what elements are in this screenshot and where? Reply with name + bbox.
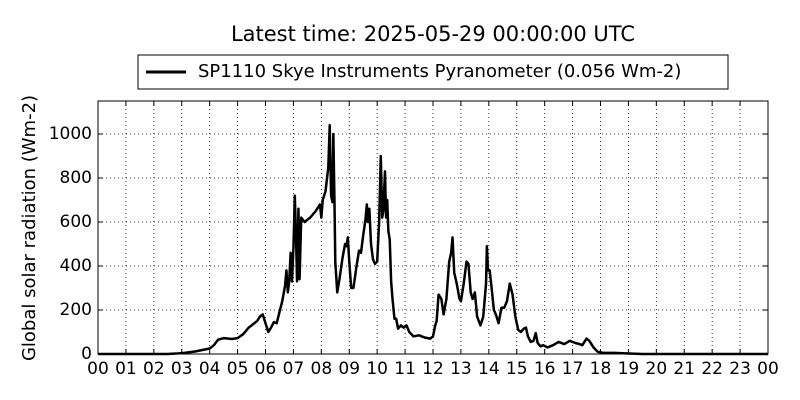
chart-title: Latest time: 2025-05-29 00:00:00 UTC <box>231 22 635 46</box>
x-tick-label: 22 <box>701 359 723 379</box>
x-tick-label: 23 <box>729 359 751 379</box>
x-tick-label: 16 <box>534 359 556 379</box>
x-tick-label: 05 <box>227 359 249 379</box>
x-tick-label: 00 <box>87 359 109 379</box>
x-tick-label: 17 <box>562 359 584 379</box>
x-tick-label: 11 <box>394 359 416 379</box>
x-tick-label: 18 <box>590 359 612 379</box>
x-tick-label: 12 <box>422 359 444 379</box>
y-tick-label: 0 <box>81 344 92 364</box>
y-axis-label: Global solar radiation (Wm-2) <box>19 95 40 361</box>
plot-frame <box>97 100 769 355</box>
x-tick-label: 06 <box>255 359 277 379</box>
x-tick-label: 20 <box>646 359 668 379</box>
y-tick-label: 1000 <box>49 124 92 144</box>
x-tick-label: 19 <box>618 359 640 379</box>
x-tick-label: 01 <box>115 359 137 379</box>
legend-box <box>137 54 729 90</box>
x-tick-label: 00 <box>757 359 779 379</box>
x-tick-label: 04 <box>199 359 221 379</box>
y-tick-label: 200 <box>60 300 92 320</box>
x-tick-label: 07 <box>283 359 305 379</box>
x-tick-label: 21 <box>673 359 695 379</box>
y-tick-label: 400 <box>60 256 92 276</box>
x-tick-label: 14 <box>478 359 500 379</box>
legend-label: SP1110 Skye Instruments Pyranometer (0.0… <box>198 61 681 82</box>
x-tick-label: 08 <box>311 359 333 379</box>
x-tick-label: 03 <box>171 359 193 379</box>
y-tick-label: 800 <box>60 168 92 188</box>
x-tick-label: 09 <box>338 359 360 379</box>
data-line <box>98 123 768 356</box>
x-tick-label: 10 <box>366 359 388 379</box>
x-tick-label: 13 <box>450 359 472 379</box>
x-tick-label: 15 <box>506 359 528 379</box>
legend: SP1110 Skye Instruments Pyranometer (0.0… <box>137 54 729 90</box>
x-tick-label: 02 <box>143 359 165 379</box>
y-tick-label: 600 <box>60 212 92 232</box>
